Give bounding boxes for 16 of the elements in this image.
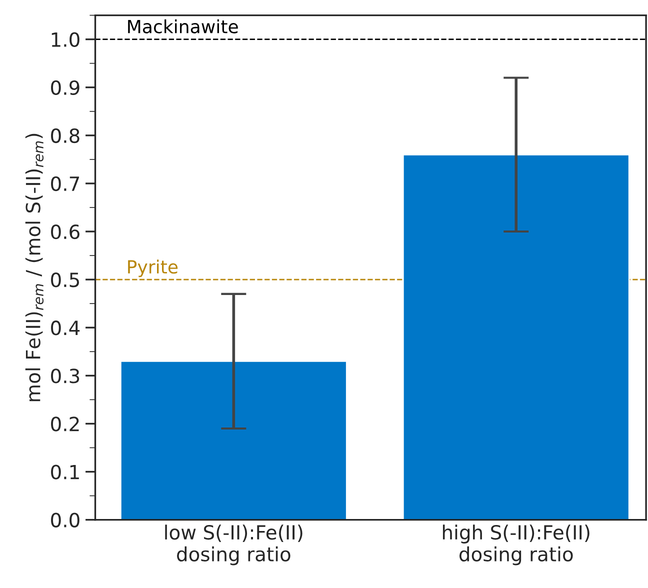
y-axis-title: mol Fe(II)$_{rem}$ / (mol S(-II)$_{rem}$) [25,134,44,402]
ref-line-label: Pyrite [128,260,178,278]
y-tick-label: 0.3 [51,368,80,384]
y-tick-label: 0.9 [51,80,80,96]
y-tick-label: 0.6 [51,224,80,240]
y-tick-label: 0.2 [51,416,79,432]
y-tick-label: 1.0 [52,32,80,47]
x-tick-label: high S(-II):Fe(II) dosing ratio [442,524,590,566]
y-tick-label: 0.4 [51,320,80,336]
y-tick-label: 0.8 [51,128,80,144]
y-tick-label: 0.7 [51,176,80,192]
y-tick-label: 0.0 [51,512,80,528]
y-tick-label: 0.5 [51,272,79,288]
ref-line-label: Mackinawite [128,19,238,34]
y-tick-label: 0.1 [51,464,79,480]
x-tick-label: low S(-II):Fe(II) dosing ratio [165,524,302,566]
